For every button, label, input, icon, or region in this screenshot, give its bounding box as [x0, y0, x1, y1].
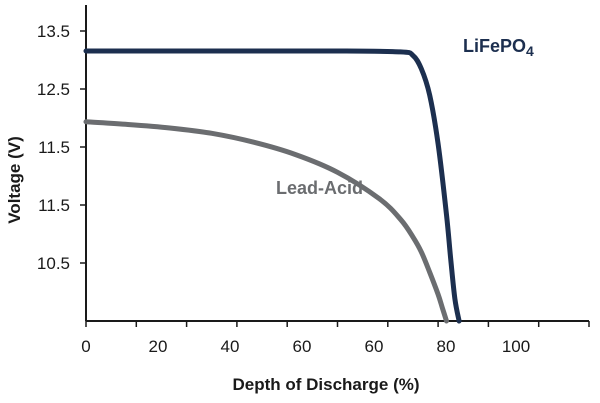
y-tick-label: 11.5: [38, 196, 70, 215]
x-tick-label: 0: [81, 337, 90, 356]
series-label-lifepo4-subscript: 4: [526, 43, 534, 59]
x-tick-label: 100: [502, 337, 530, 356]
x-tick-label: 60: [293, 337, 312, 356]
x-tick-label: 40: [221, 337, 240, 356]
series-label-lead-acid: Lead-Acid: [276, 178, 363, 198]
x-ticks: 0 20 40 60 60 80 100: [81, 321, 590, 356]
series-line-lifepo4: [83, 48, 462, 324]
x-tick-label: 60: [365, 337, 384, 356]
y-axis-label: Voltage (V): [5, 136, 24, 224]
y-ticks: 13.5 12.5 11.5 11.5 10.5: [37, 22, 86, 273]
series-lines: [83, 48, 462, 324]
x-tick-label: 80: [437, 337, 456, 356]
x-tick-label: 20: [149, 337, 168, 356]
x-axis-label: Depth of Discharge (%): [232, 375, 419, 394]
y-tick-label: 12.5: [37, 80, 70, 99]
y-tick-label: 11.5: [38, 138, 70, 157]
series-label-lifepo4: LiFePO4: [463, 36, 534, 59]
y-tick-label: 10.5: [37, 254, 70, 273]
y-tick-label: 13.5: [37, 22, 70, 41]
series-line-lead-acid: [83, 119, 449, 324]
